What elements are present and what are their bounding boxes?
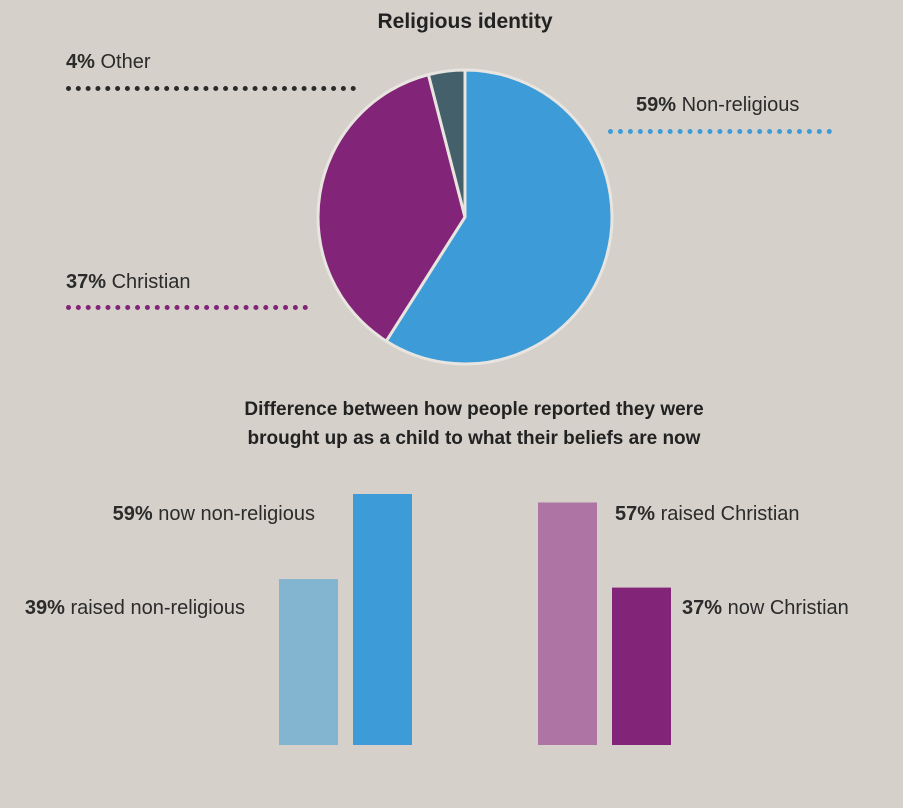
bar-label-now-christian: 37% now Christian (682, 597, 849, 620)
bar-label-raised-non-religious-pct: 39% (24, 597, 65, 619)
bar-label-raised-christian-text: raised Christian (660, 503, 800, 525)
bar-label-raised-christian-pct: 57% (615, 503, 656, 525)
bar-label-now-non-religious-pct: 59% (112, 503, 153, 525)
bar-label-raised-non-religious: 39% raised non-religious (25, 597, 245, 620)
bar-chart-title: Difference between how people reported t… (224, 395, 724, 453)
bar-label-now-christian-text: now Christian (727, 597, 849, 619)
pie-leader-christian (66, 305, 308, 310)
bar-now-non-religious (353, 494, 412, 745)
bar-raised-non-religious (279, 579, 338, 745)
bar-label-raised-non-religious-text: raised non-religious (70, 597, 245, 619)
pie-slice-other (426, 68, 467, 219)
pie-label-non-religious-text: Non-religious (681, 94, 800, 116)
bar-label-now-non-religious: 59% now non-religious (113, 503, 315, 526)
pie-label-other: 4% Other (66, 51, 151, 74)
bar-now-christian (612, 587, 671, 745)
pie-chart (316, 68, 614, 366)
pie-label-christian-pct: 37% (66, 271, 107, 293)
bar-label-now-non-religious-text: now non-religious (158, 503, 315, 525)
bar-chart (279, 494, 671, 745)
bar-raised-christian (538, 502, 597, 745)
pie-leader-non-religious (608, 129, 832, 134)
pie-label-christian-text: Christian (111, 271, 191, 293)
pie-label-other-text: Other (100, 51, 151, 73)
bar-chart-title-line-1: Difference between how people reported t… (244, 399, 704, 420)
pie-label-non-religious: 59% Non-religious (636, 94, 799, 117)
bar-label-now-christian-pct: 37% (682, 597, 723, 619)
pie-slice-christian (316, 73, 467, 343)
bar-label-raised-christian: 57% raised Christian (615, 503, 800, 526)
bar-chart-title-line-2: brought up as a child to what their beli… (247, 428, 701, 449)
pie-label-christian: 37% Christian (66, 271, 191, 294)
pie-leader-other (66, 86, 356, 91)
pie-label-other-pct: 4% (66, 51, 95, 73)
pie-slice-non-religious (384, 68, 614, 366)
pie-chart-title: Religious identity (377, 10, 553, 33)
pie-label-non-religious-pct: 59% (636, 94, 677, 116)
